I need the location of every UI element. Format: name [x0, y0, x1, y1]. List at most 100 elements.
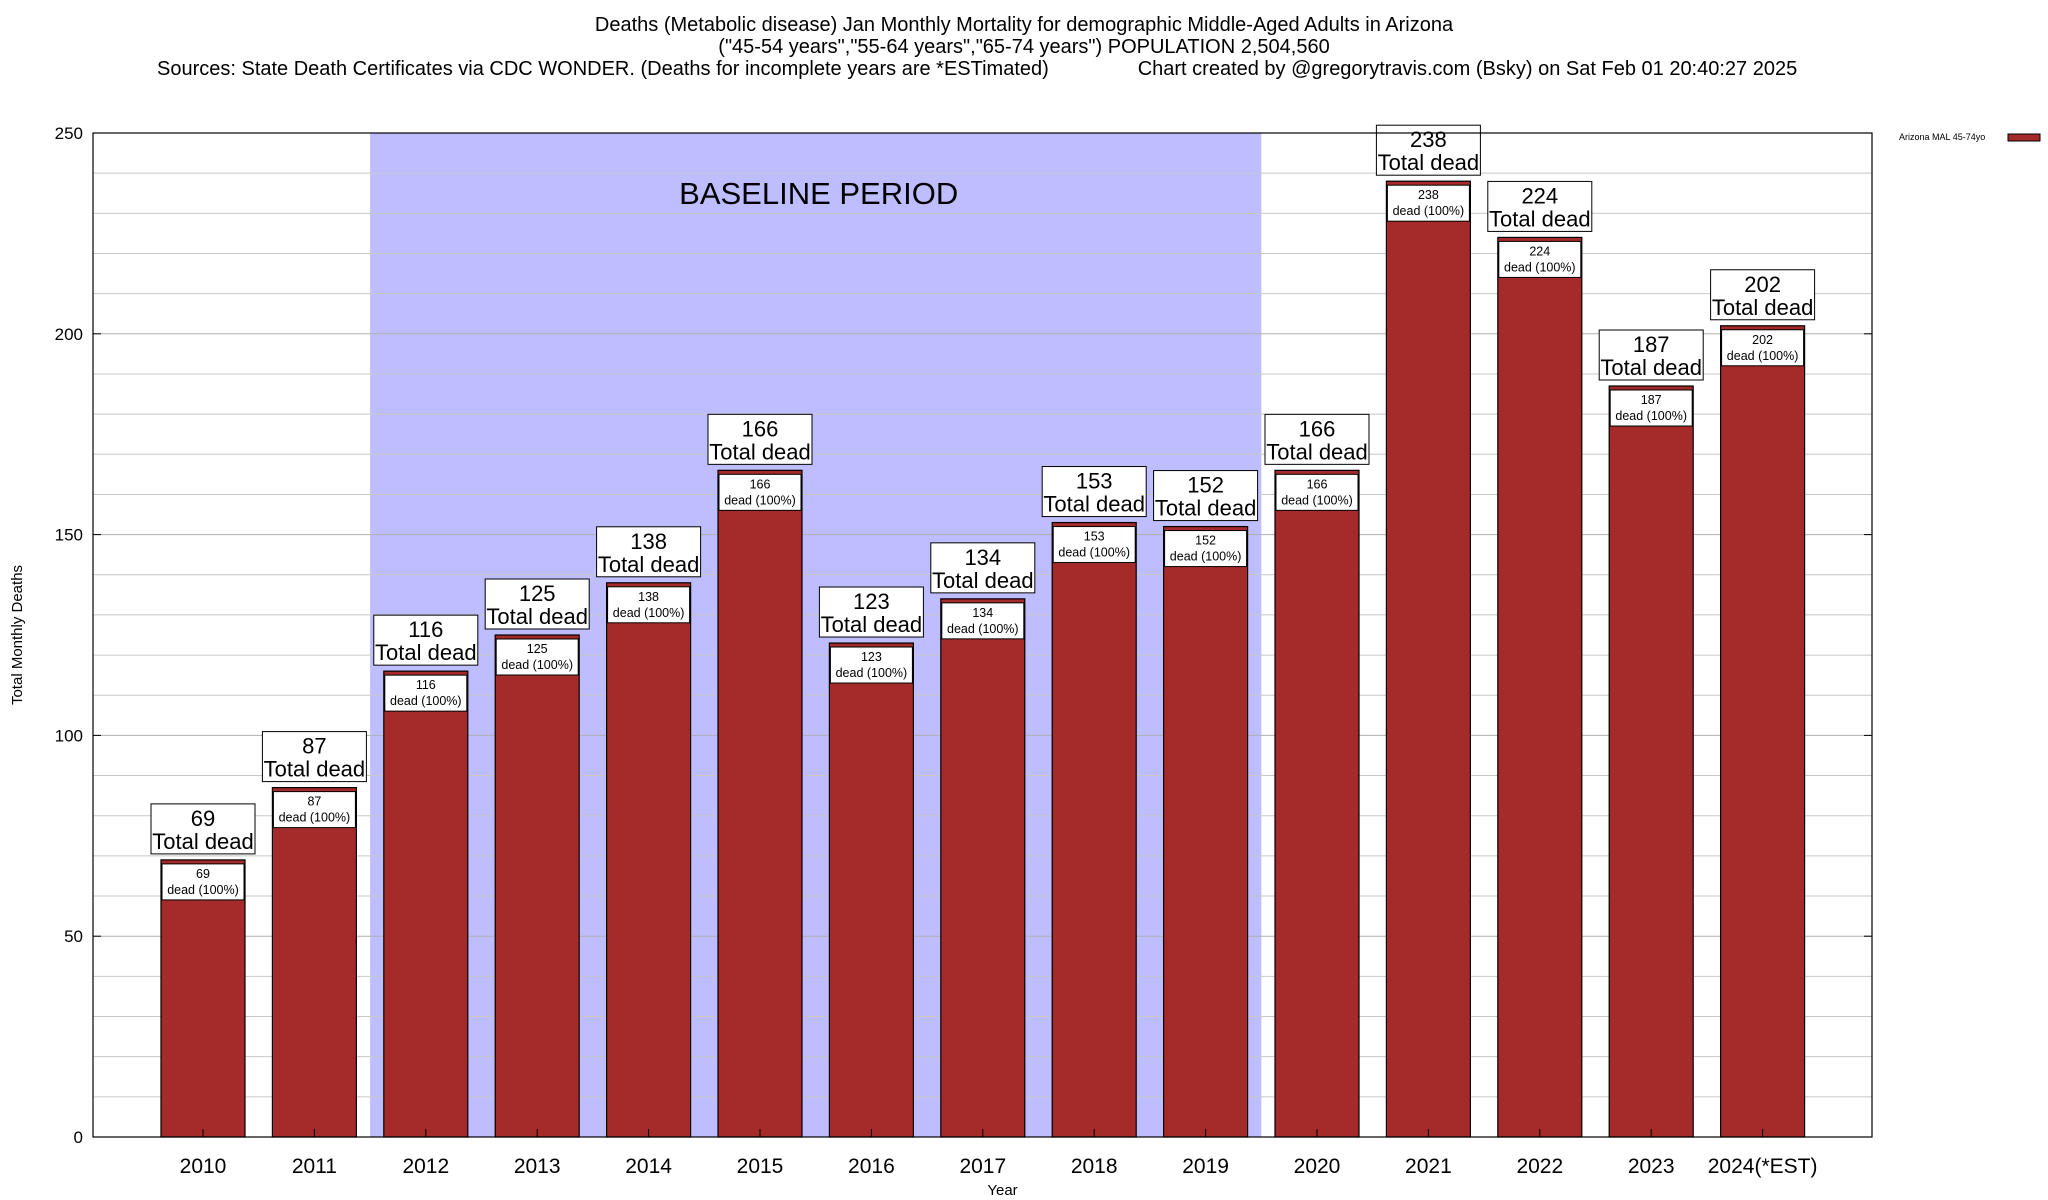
total-label-box — [484, 578, 590, 630]
total-dead-label: Total dead — [709, 439, 811, 464]
inner-percent-label: dead (100%) — [501, 658, 573, 672]
total-label-box — [1710, 269, 1816, 321]
total-dead-label: Total dead — [1155, 496, 1257, 521]
inner-label-box — [1498, 240, 1582, 278]
inner-value-label: 152 — [1195, 534, 1216, 548]
total-label-box — [1041, 466, 1147, 518]
x-tick-label: 2010 — [180, 1155, 227, 1178]
total-dead-label: Total dead — [486, 604, 588, 629]
total-value-label: 153 — [1076, 469, 1113, 494]
total-label-box — [1264, 413, 1370, 465]
inner-value-label: 69 — [196, 867, 210, 881]
bar — [383, 670, 469, 1138]
total-dead-label: Total dead — [152, 829, 254, 854]
total-label-box — [707, 413, 813, 465]
inner-value-label: 153 — [1084, 530, 1105, 544]
inner-value-label: 87 — [307, 795, 321, 809]
bar — [271, 787, 357, 1138]
inner-percent-label: dead (100%) — [1504, 260, 1576, 274]
inner-value-label: 134 — [972, 606, 993, 620]
bar — [1051, 521, 1137, 1138]
x-tick-label: 2011 — [292, 1155, 337, 1178]
inner-label-box — [272, 791, 356, 829]
inner-percent-label: dead (100%) — [836, 666, 908, 680]
y-tick-label: 250 — [55, 124, 83, 143]
x-tick-label: 2022 — [1516, 1155, 1563, 1178]
total-value-label: 87 — [302, 734, 326, 759]
inner-label-box — [1386, 184, 1470, 222]
inner-label-box — [1052, 526, 1136, 564]
total-value-label: 125 — [519, 581, 556, 606]
total-value-label: 69 — [191, 806, 215, 831]
total-value-label: 116 — [408, 617, 443, 642]
inner-value-label: 123 — [861, 650, 882, 664]
bar — [1608, 385, 1694, 1138]
total-dead-label: Total dead — [1600, 355, 1702, 380]
plot-border — [92, 132, 1873, 1138]
x-tick-label: 2012 — [402, 1155, 449, 1178]
total-dead-label: Total dead — [932, 568, 1034, 593]
inner-percent-label: dead (100%) — [724, 493, 796, 507]
inner-percent-label: dead (100%) — [1727, 349, 1799, 363]
y-tick-label: 100 — [55, 726, 83, 745]
total-value-label: 166 — [1299, 416, 1336, 441]
bar — [1162, 525, 1249, 1138]
inner-label-box — [1609, 389, 1693, 427]
total-dead-label: Total dead — [264, 757, 366, 782]
y-tick-label: 200 — [55, 325, 83, 344]
total-label-box — [373, 614, 479, 666]
total-label-box — [1153, 470, 1259, 522]
total-label-box — [261, 731, 367, 783]
inner-value-label: 202 — [1752, 333, 1773, 347]
x-tick-label: 2016 — [848, 1155, 895, 1178]
total-label-box — [818, 586, 924, 638]
x-tick-label: 2015 — [737, 1155, 784, 1178]
inner-label-box — [941, 602, 1025, 640]
chart-title: Deaths (Metabolic disease) Jan Monthly M… — [594, 14, 1454, 36]
total-value-label: 187 — [1633, 332, 1670, 357]
y-tick-label: 150 — [55, 526, 83, 545]
inner-percent-label: dead (100%) — [947, 622, 1019, 636]
inner-value-label: 224 — [1529, 244, 1550, 258]
inner-percent-label: dead (100%) — [279, 811, 351, 825]
baseline-period-label: BASELINE PERIOD — [679, 176, 958, 211]
inner-value-label: 138 — [638, 590, 659, 604]
x-tick-label: 2019 — [1182, 1155, 1229, 1178]
x-tick-label: 2017 — [959, 1155, 1006, 1178]
inner-percent-label: dead (100%) — [1281, 493, 1353, 507]
total-dead-label: Total dead — [598, 552, 700, 577]
bar — [1274, 469, 1360, 1138]
total-dead-label: Total dead — [375, 640, 477, 665]
chart-title-block: Deaths (Metabolic disease) Jan Monthly M… — [0, 14, 2048, 80]
inner-percent-label: dead (100%) — [1058, 546, 1130, 560]
total-label-box — [1598, 329, 1704, 381]
total-label-box — [930, 542, 1036, 594]
inner-label-box — [384, 674, 468, 712]
x-tick-label: 2021 — [1405, 1155, 1452, 1178]
legend-swatch — [2007, 133, 2041, 142]
bar — [1719, 325, 1806, 1138]
inner-label-box — [607, 586, 691, 624]
chart-subtitle: ("45-54 years","55-64 years","65-74 year… — [718, 36, 1330, 58]
y-tick-label: 0 — [74, 1128, 83, 1147]
inner-label-box — [1164, 530, 1248, 568]
legend-entry-label: Arizona MAL 45-74yo — [1899, 132, 1985, 142]
x-tick-label: 2014 — [625, 1155, 672, 1178]
x-tick-label: 2018 — [1071, 1155, 1118, 1178]
x-tick-label: 2023 — [1628, 1155, 1675, 1178]
inner-percent-label: dead (100%) — [167, 883, 239, 897]
inner-label-box — [495, 638, 579, 676]
bar — [940, 598, 1026, 1138]
bar — [717, 469, 803, 1138]
total-label-box — [150, 803, 256, 855]
y-axis-label: Total Monthly Deaths — [9, 565, 26, 705]
inner-percent-label: dead (100%) — [1393, 204, 1465, 218]
total-dead-label: Total dead — [1043, 492, 1145, 517]
total-value-label: 166 — [742, 416, 779, 441]
inner-label-box — [161, 863, 245, 901]
total-value-label: 152 — [1187, 473, 1224, 498]
bar — [1497, 236, 1583, 1138]
x-tick-label: 2013 — [514, 1155, 561, 1178]
total-value-label: 134 — [964, 545, 1001, 570]
inner-value-label: 166 — [750, 477, 771, 491]
